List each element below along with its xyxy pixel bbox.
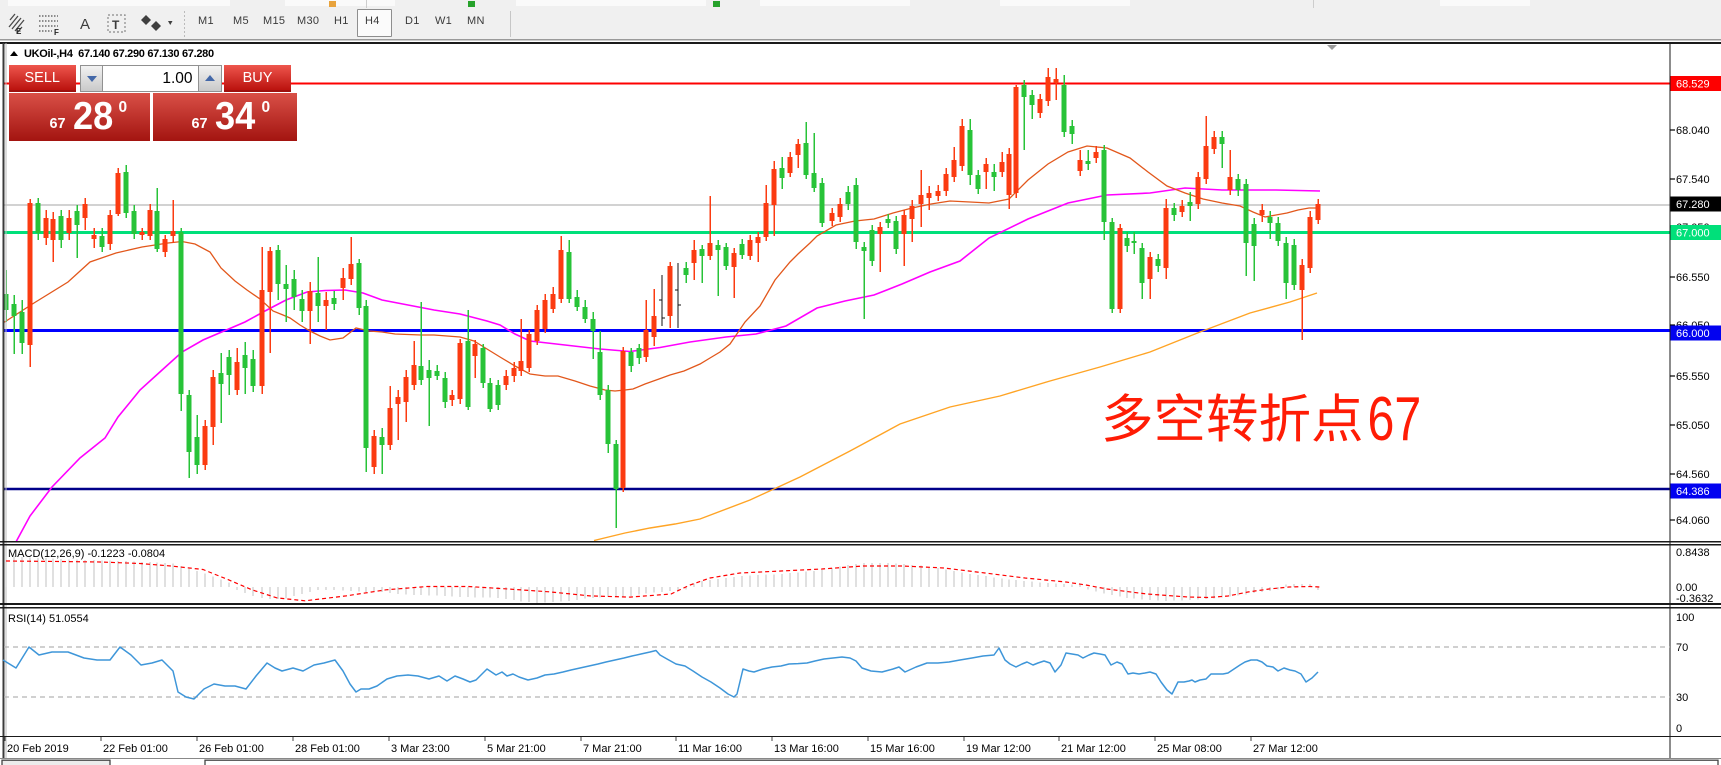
svg-text:11 Mar 16:00: 11 Mar 16:00 bbox=[678, 743, 742, 755]
svg-text:F: F bbox=[54, 28, 59, 37]
svg-text:68.529: 68.529 bbox=[1676, 79, 1710, 91]
svg-text:3 Mar 23:00: 3 Mar 23:00 bbox=[391, 743, 450, 755]
svg-text:RSI(14) 51.0554: RSI(14) 51.0554 bbox=[8, 613, 89, 625]
svg-text:27 Mar 12:00: 27 Mar 12:00 bbox=[1253, 743, 1318, 755]
svg-text:67.540: 67.540 bbox=[1676, 174, 1710, 186]
svg-text:MACD(12,26,9) -0.1223 -0.0804: MACD(12,26,9) -0.1223 -0.0804 bbox=[8, 548, 165, 560]
svg-text:68.040: 68.040 bbox=[1676, 125, 1710, 137]
svg-text:66.550: 66.550 bbox=[1676, 272, 1710, 284]
svg-text:E: E bbox=[16, 27, 22, 36]
svg-text:0: 0 bbox=[1676, 723, 1682, 735]
svg-text:15 Mar 16:00: 15 Mar 16:00 bbox=[870, 743, 935, 755]
svg-text:7 Mar 21:00: 7 Mar 21:00 bbox=[583, 743, 642, 755]
svg-text:22 Feb 01:00: 22 Feb 01:00 bbox=[103, 743, 168, 755]
svg-text:25 Mar 08:00: 25 Mar 08:00 bbox=[1157, 743, 1222, 755]
svg-text:65.050: 65.050 bbox=[1676, 420, 1710, 432]
svg-text:30: 30 bbox=[1676, 692, 1688, 704]
svg-text:67: 67 bbox=[1368, 384, 1422, 453]
svg-text:70: 70 bbox=[1676, 642, 1688, 654]
svg-text:T: T bbox=[112, 18, 120, 32]
svg-text:0.00: 0.00 bbox=[1676, 582, 1697, 594]
svg-text:13 Mar 16:00: 13 Mar 16:00 bbox=[774, 743, 839, 755]
svg-text:0.8438: 0.8438 bbox=[1676, 547, 1710, 559]
svg-text:64.386: 64.386 bbox=[1676, 486, 1710, 498]
svg-text:28 Feb 01:00: 28 Feb 01:00 bbox=[295, 743, 360, 755]
svg-text:64.060: 64.060 bbox=[1676, 515, 1710, 527]
svg-text:67.280: 67.280 bbox=[1676, 199, 1710, 211]
svg-text:100: 100 bbox=[1676, 612, 1694, 624]
svg-text:A: A bbox=[80, 16, 90, 33]
svg-text:67.000: 67.000 bbox=[1676, 228, 1710, 240]
svg-text:20 Feb 2019: 20 Feb 2019 bbox=[7, 743, 69, 755]
svg-text:5 Mar 21:00: 5 Mar 21:00 bbox=[487, 743, 546, 755]
svg-text:21 Mar 12:00: 21 Mar 12:00 bbox=[1061, 743, 1126, 755]
svg-text:65.550: 65.550 bbox=[1676, 371, 1710, 383]
svg-text:66.000: 66.000 bbox=[1676, 328, 1710, 340]
svg-text:19 Mar 12:00: 19 Mar 12:00 bbox=[966, 743, 1031, 755]
svg-text:26 Feb 01:00: 26 Feb 01:00 bbox=[199, 743, 264, 755]
svg-text:64.560: 64.560 bbox=[1676, 469, 1710, 481]
svg-text:-0.3632: -0.3632 bbox=[1676, 593, 1713, 605]
